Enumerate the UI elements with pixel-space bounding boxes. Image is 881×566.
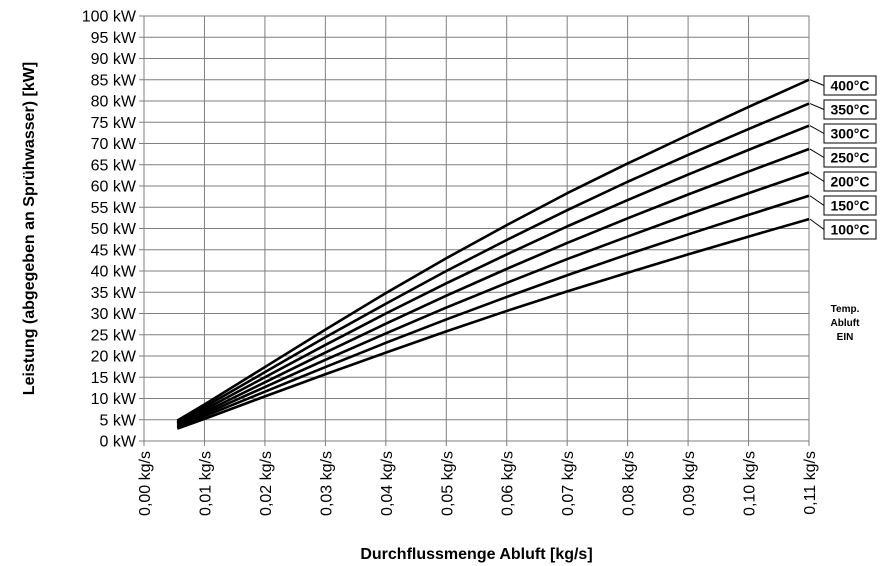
series-label: 200°C <box>809 171 877 192</box>
series-label-text: 300°C <box>830 126 869 142</box>
series-leader-line <box>809 195 825 206</box>
series-label-box <box>823 123 877 144</box>
series-leader-line <box>809 125 825 134</box>
series-label-box <box>823 219 877 240</box>
series-label-box <box>823 99 877 120</box>
series-label-text: 400°C <box>830 78 869 94</box>
y-tick-label: 15 kW <box>91 370 137 387</box>
series-label-text: 100°C <box>830 222 869 238</box>
y-tick-label: 5 kW <box>100 412 137 429</box>
y-tick-label: 80 kW <box>91 94 137 111</box>
series-leader-line <box>809 218 825 230</box>
legend-title-line-3: EIN <box>837 332 854 343</box>
series-label-box <box>823 75 877 96</box>
series-line <box>176 124 810 425</box>
y-axis-title: Leistung (abgegeben an Sprühwasser) [kW] <box>21 62 38 395</box>
series-labels: 400°C 350°C 300°C 250°C 200°C 150°C 100°C <box>809 75 877 240</box>
y-tick-label: 45 kW <box>91 242 137 259</box>
y-tick-label: 35 kW <box>91 285 137 302</box>
x-tick-label: 0,07 kg/s <box>560 451 577 516</box>
series-label-box <box>823 147 877 168</box>
y-tick-label: 60 kW <box>91 179 137 196</box>
series-line <box>176 102 810 424</box>
y-tick-label: 25 kW <box>91 327 137 344</box>
series-line <box>176 217 810 430</box>
series-label: 300°C <box>809 123 877 144</box>
y-tick-label: 30 kW <box>91 306 137 323</box>
x-tick-label: 0,02 kg/s <box>258 451 275 516</box>
y-tick-label: 0 kW <box>100 434 137 451</box>
x-tick-label: 0,09 kg/s <box>681 451 698 516</box>
y-tick-label: 100 kW <box>82 9 137 26</box>
x-tick-label: 0,08 kg/s <box>621 451 638 516</box>
legend-title-line-2: Abluft <box>831 318 861 329</box>
series-label-text: 200°C <box>830 174 869 190</box>
y-tick-label: 20 kW <box>91 349 137 366</box>
y-tick-label: 10 kW <box>91 391 137 408</box>
series-label: 350°C <box>809 99 877 120</box>
series-leader-line <box>809 171 825 182</box>
series-lines <box>176 78 810 430</box>
series-label: 250°C <box>809 147 877 168</box>
x-tick-label: 0,10 kg/s <box>742 451 759 516</box>
y-tick-label: 70 kW <box>91 136 137 153</box>
x-axis-ticks: 0,00 kg/s 0,01 kg/s 0,02 kg/s 0,03 kg/s 0,04… <box>137 441 819 516</box>
legend-title-line-1: Temp. <box>831 304 860 315</box>
series-line <box>176 194 810 429</box>
grid <box>143 15 810 442</box>
series-label-text: 350°C <box>830 102 869 118</box>
y-tick-label: 40 kW <box>91 264 137 281</box>
x-tick-label: 0,00 kg/s <box>137 451 154 516</box>
series-leader-line <box>809 103 825 110</box>
y-tick-label: 90 kW <box>91 51 137 68</box>
y-tick-label: 50 kW <box>91 221 137 238</box>
y-tick-label: 55 kW <box>91 200 137 217</box>
x-tick-label: 0,06 kg/s <box>500 451 517 516</box>
x-tick-label: 0,01 kg/s <box>197 451 214 516</box>
x-tick-label: 0,04 kg/s <box>379 451 396 516</box>
y-tick-label: 75 kW <box>91 115 137 132</box>
series-leader-line <box>809 79 825 86</box>
series-label: 150°C <box>809 195 877 216</box>
series-label: 400°C <box>809 75 877 96</box>
y-tick-label: 95 kW <box>91 30 137 47</box>
series-line <box>176 78 810 422</box>
series-label-text: 150°C <box>830 198 869 214</box>
x-tick-label: 0,03 kg/s <box>318 451 335 516</box>
y-tick-label: 85 kW <box>91 72 137 89</box>
series-label-box <box>823 195 877 216</box>
x-tick-label: 0,11 kg/s <box>802 451 819 515</box>
y-tick-label: 65 kW <box>91 157 137 174</box>
series-label: 100°C <box>809 218 877 240</box>
series-line <box>176 171 810 428</box>
series-label-text: 250°C <box>830 150 869 166</box>
x-tick-label: 0,05 kg/s <box>439 451 456 516</box>
series-line <box>176 147 810 427</box>
y-axis-ticks: 0 kW 5 kW 10 kW 15 kW 20 kW 25 kW 30 kW 35 kW 40… <box>82 9 144 451</box>
series-label-box <box>823 171 877 192</box>
legend-title: Temp. Abluft EIN <box>831 304 861 343</box>
x-axis-title: Durchflussmenge Abluft [kg/s] <box>360 546 592 563</box>
series-leader-line <box>809 148 825 158</box>
